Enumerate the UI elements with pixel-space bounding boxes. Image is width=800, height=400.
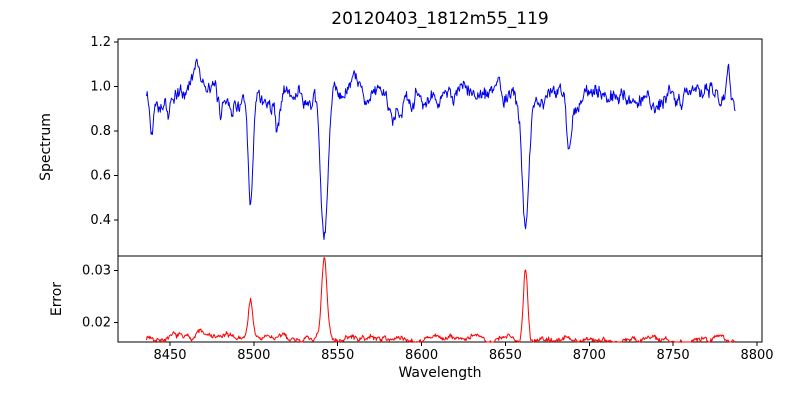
- spectrum-y-tick-label: 1.0: [90, 79, 111, 94]
- error-axes-frame: [117, 255, 763, 343]
- x-tick-label: 8550: [321, 348, 354, 363]
- wavelength-x-axis-label: Wavelength: [398, 365, 482, 381]
- x-tick-label: 8800: [740, 348, 773, 363]
- error-y-tick-label: 0.02: [82, 316, 111, 331]
- error-y-tick-label: 0.03: [82, 264, 111, 279]
- spectrum-y-tick-label: 0.6: [90, 168, 111, 183]
- x-tick-label: 8650: [489, 348, 522, 363]
- spectrum-y-tick-label: 1.2: [90, 35, 111, 50]
- spectrum-axes-frame: [117, 38, 763, 257]
- x-tick-label: 8500: [237, 348, 270, 363]
- x-tick-label: 8450: [153, 348, 186, 363]
- error-line: [146, 257, 736, 343]
- x-tick-label: 8700: [573, 348, 606, 363]
- spectrum-y-tick-label: 0.8: [90, 124, 111, 139]
- x-tick-label: 8600: [405, 348, 438, 363]
- chart-title: 20120403_1812m55_119: [331, 9, 549, 29]
- spectrum-y-tick-label: 0.4: [90, 213, 111, 228]
- spectrum-line: [146, 58, 736, 240]
- x-tick-label: 8750: [657, 348, 690, 363]
